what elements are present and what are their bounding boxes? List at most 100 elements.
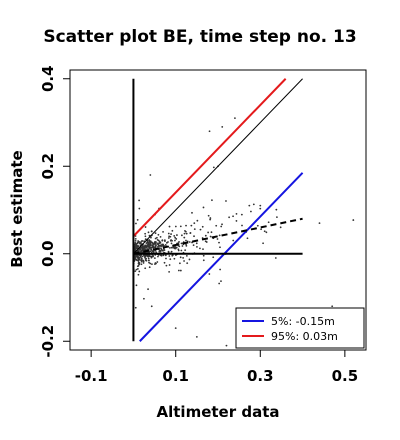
y-tick-label: 0.2 (39, 153, 57, 180)
scatter-point (184, 230, 187, 233)
scatter-point (173, 235, 176, 237)
scatter-point (144, 235, 147, 238)
scatter-point (155, 251, 158, 254)
scatter-point (191, 211, 193, 214)
scatter-point (149, 174, 152, 176)
scatter-point (141, 246, 144, 249)
scatter-point (141, 240, 144, 242)
scatter-point (140, 260, 143, 263)
scatter-point (160, 247, 162, 250)
scatter-point (147, 259, 150, 262)
scatter-point (162, 254, 165, 257)
scatter-point (145, 246, 148, 249)
scatter-point (235, 212, 238, 215)
scatter-point (240, 213, 243, 216)
scatter-point (139, 242, 142, 245)
scatter-point (196, 245, 198, 248)
x-tick-label: 0.3 (247, 367, 274, 385)
x-tick-label: -0.1 (75, 367, 108, 385)
y-tick-label: 0.4 (39, 65, 57, 92)
scatter-point (150, 246, 152, 249)
scatter-point (208, 130, 211, 133)
scatter-point (168, 225, 171, 228)
scatter-point (170, 242, 173, 245)
scatter-point (221, 125, 224, 128)
scatter-point (193, 222, 196, 225)
scatter-point (219, 246, 221, 249)
scatter-point (331, 305, 334, 308)
scatter-point (225, 200, 227, 202)
scatter-point (164, 244, 167, 246)
scatter-point (169, 258, 172, 261)
scatter-point (212, 256, 215, 259)
scatter-point (182, 257, 185, 259)
scatter-point (138, 241, 141, 243)
scatter-point (170, 233, 172, 235)
scatter-point (174, 236, 177, 239)
scatter-point (274, 257, 277, 259)
scatter-point (208, 273, 211, 275)
scatter-point (135, 284, 138, 287)
scatter-point (137, 264, 140, 267)
scatter-point (318, 222, 321, 225)
scatter-point (211, 199, 213, 202)
scatter-point (163, 239, 166, 242)
scatter-point (218, 282, 221, 285)
scatter-point (137, 244, 139, 247)
scatter-point (209, 217, 212, 219)
scatter-point (140, 263, 143, 266)
scatter-point (160, 245, 163, 248)
scatter-point (169, 235, 172, 238)
scatter-point (156, 261, 159, 263)
scatter-point (144, 255, 146, 258)
scatter-point (246, 237, 249, 240)
scatter-point (161, 239, 164, 242)
chart-title: Scatter plot BE, time step no. 13 (43, 27, 357, 47)
scatter-point (352, 219, 355, 221)
scatter-point (219, 268, 222, 271)
scatter-point (260, 228, 262, 231)
scatter-point (138, 199, 141, 202)
scatter-point (178, 245, 181, 248)
scatter-point (177, 249, 180, 252)
scatter-point (169, 246, 171, 249)
scatter-point (141, 255, 144, 258)
scatter-point (174, 247, 177, 250)
line-95-percent (132, 78, 287, 237)
scatter-point (256, 224, 259, 227)
scatter-point (196, 219, 199, 222)
scatter-point (204, 240, 207, 243)
scatter-point (193, 235, 195, 238)
scatter-point (234, 117, 236, 120)
scatter-point (143, 297, 145, 300)
scatter-point (146, 244, 149, 246)
scatter-point (259, 207, 262, 210)
scatter-point (192, 244, 195, 247)
scatter-point (165, 241, 168, 244)
scatter-point (279, 226, 282, 229)
scatter-point (209, 235, 212, 238)
scatter-point (142, 260, 145, 263)
scatter-point (159, 250, 162, 253)
scatter-point (152, 243, 154, 246)
scatter-point (173, 257, 176, 260)
scatter-point (220, 225, 223, 228)
scatter-point (202, 206, 205, 209)
scatter-point (275, 208, 278, 211)
scatter-point (185, 224, 187, 227)
scatter-point (209, 218, 212, 221)
scatter-point (263, 230, 266, 233)
scatter-point (142, 245, 144, 247)
scatter-point (137, 273, 140, 276)
scatter-point (138, 257, 141, 260)
scatter-point (250, 210, 252, 213)
line-identity (133, 78, 303, 255)
scatter-point (161, 243, 164, 246)
scatter-point (165, 264, 168, 267)
scatter-point (137, 240, 140, 242)
scatter-point (150, 236, 152, 239)
scatter-point (259, 204, 262, 207)
scatter-point (232, 215, 234, 218)
scatter-point (147, 288, 149, 291)
